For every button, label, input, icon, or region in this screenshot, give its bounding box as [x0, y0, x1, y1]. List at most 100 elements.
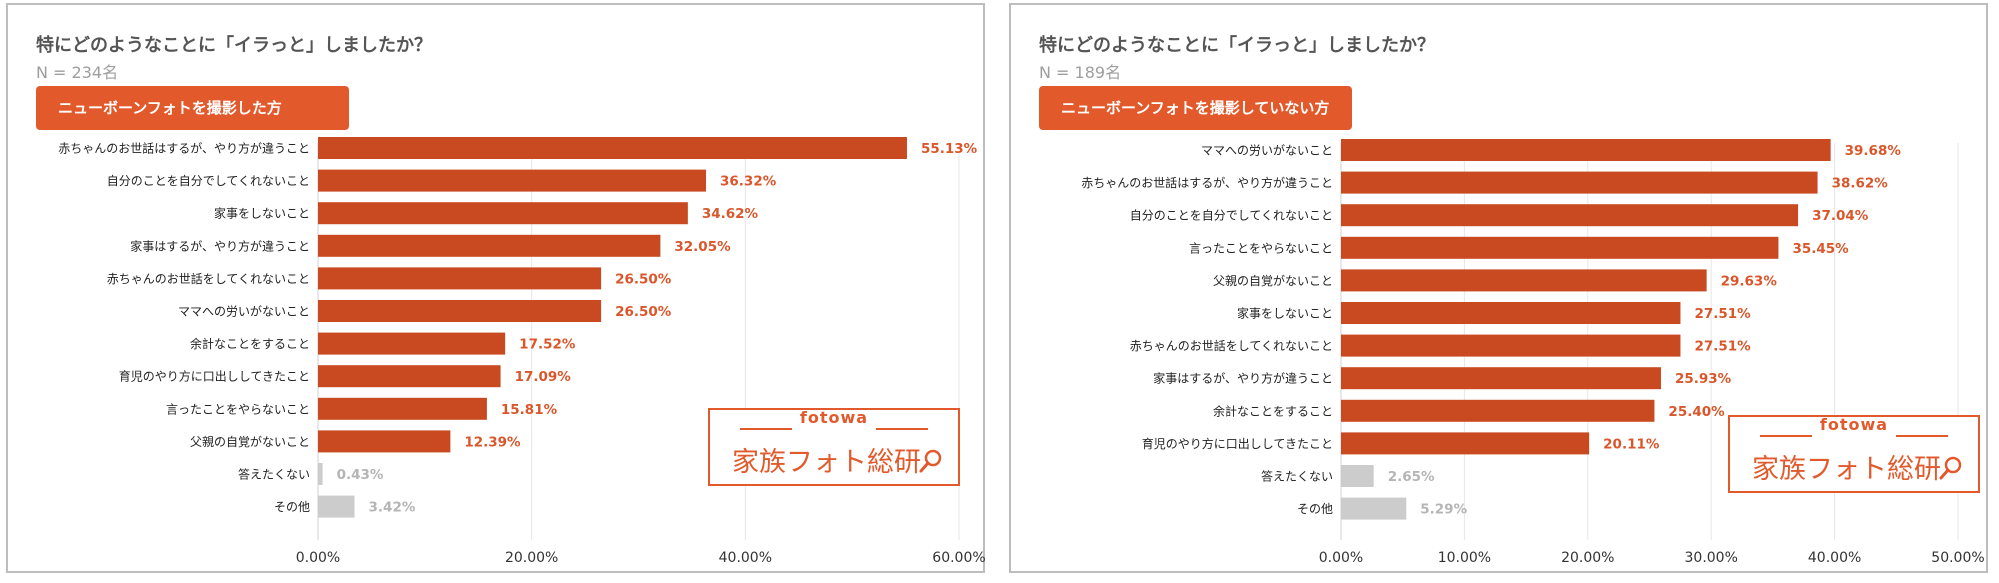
x-tick-label: 0.00% [1319, 550, 1363, 566]
bar [318, 430, 451, 453]
bar [318, 365, 501, 388]
chart-panel-without-newborn-photo: 特にどのようなことに「イラっと」しましたか？ N = 189名 ニューボーンフォ… [1009, 3, 1988, 573]
x-tick-label: 0.00% [296, 550, 340, 566]
logo-brand-text: fotowa [799, 408, 869, 427]
category-label: 家事はするが、やり方が違うこと [130, 238, 310, 253]
bar [318, 137, 907, 159]
value-label: 32.05% [674, 239, 731, 255]
bar [318, 267, 602, 290]
category-label: 赤ちゃんのお世話はするが、やり方が違うこと [1081, 175, 1333, 190]
value-label: 27.51% [1694, 339, 1751, 355]
bar [1341, 204, 1799, 227]
value-label: 37.04% [1812, 208, 1869, 224]
value-label: 26.50% [615, 271, 672, 287]
x-tick-label: 60.00% [932, 550, 985, 566]
logo-line-right [1896, 435, 1948, 437]
bar-chart: 0.00% 10.00% 20.00% 30.00% 40.00% 50.00% ママへの労… [1081, 139, 1985, 566]
bar [1341, 432, 1590, 455]
group-label-badge: ニューボーンフォトを撮影した方 [36, 86, 349, 130]
value-label: 15.81% [501, 402, 558, 418]
bar [1341, 465, 1374, 487]
category-label: 父親の自覚がないこと [1213, 273, 1333, 288]
category-label: ママへの労いがないこと [178, 304, 310, 319]
category-label: 自分のことを自分でしてくれないこと [107, 174, 310, 188]
magnifier-icon [919, 449, 942, 473]
logo-title-text: 家族フォト総研 [732, 447, 921, 478]
category-label: 育児のやり方に口出ししてきたこと [1142, 436, 1333, 451]
category-label: 家事はするが、やり方が違うこと [1153, 371, 1333, 386]
bar [318, 397, 487, 420]
value-label: 25.40% [1668, 404, 1725, 420]
value-label: 26.50% [615, 304, 672, 320]
chart-title: 特にどのようなことに「イラっと」しましたか？ [36, 35, 432, 56]
value-label: 55.13% [921, 141, 978, 157]
sample-size-label: N = 189名 [1039, 63, 1122, 82]
logo-brand-text: fotowa [1819, 415, 1889, 434]
bar [1341, 236, 1779, 259]
group-label-badge: ニューボーンフォトを撮影していない方 [1039, 86, 1352, 130]
bar [1341, 302, 1681, 324]
value-label: 29.63% [1721, 273, 1778, 289]
bar [1341, 399, 1655, 422]
bar-chart: 0.00% 20.00% 40.00% 60.00% 赤ちゃんのお世話はするが、やり方が… [58, 137, 986, 566]
x-tick-label: 30.00% [1685, 550, 1738, 566]
x-tick-label: 40.00% [719, 550, 772, 566]
bar [318, 332, 506, 355]
value-label: 3.42% [369, 500, 416, 516]
value-label: 0.43% [337, 467, 384, 483]
bar [318, 495, 355, 518]
value-label: 12.39% [464, 434, 521, 450]
category-label: 家事をしないこと [1237, 306, 1333, 321]
category-label: 自分のことを自分でしてくれないこと [1130, 209, 1333, 223]
value-label: 20.11% [1603, 436, 1660, 452]
logo-line-right [876, 428, 928, 430]
sample-size-label: N = 234名 [36, 63, 119, 82]
category-label: 育児のやり方に口出ししてきたこと [119, 369, 310, 384]
value-label: 25.93% [1675, 371, 1732, 387]
category-label: ママへの労いがないこと [1201, 143, 1333, 158]
category-label: 赤ちゃんのお世話をしてくれないこと [107, 271, 310, 286]
value-label: 17.09% [515, 369, 572, 385]
value-label: 5.29% [1420, 502, 1467, 518]
logo-line-left [740, 428, 792, 430]
value-label: 36.32% [720, 174, 777, 190]
category-label: その他 [1297, 502, 1333, 516]
value-label: 38.62% [1832, 176, 1889, 192]
fotowa-logo: fotowa 家族フォト総研 [708, 408, 960, 486]
category-label: 赤ちゃんのお世話はするが、やり方が違うこと [58, 141, 310, 156]
bar [318, 463, 323, 485]
value-label: 35.45% [1792, 241, 1849, 257]
x-tick-label: 20.00% [1561, 550, 1614, 566]
logo-title-text: 家族フォト総研 [1752, 454, 1941, 485]
category-label: 余計なことをすること [190, 336, 310, 351]
value-label: 39.68% [1845, 143, 1902, 159]
bar [1341, 139, 1831, 161]
value-label: 2.65% [1388, 469, 1435, 485]
category-label: 言ったことをやらないこと [166, 402, 310, 416]
bar [1341, 497, 1407, 520]
category-label: 答えたくない [1261, 469, 1333, 484]
bar [318, 234, 661, 257]
magnifier-icon [1939, 456, 1962, 480]
fotowa-logo: fotowa 家族フォト総研 [1728, 415, 1980, 493]
category-label: 家事をしないこと [214, 206, 310, 221]
bar [318, 202, 688, 225]
bar [318, 169, 707, 192]
bar [1341, 171, 1818, 194]
value-label: 34.62% [702, 206, 759, 222]
bar [1341, 334, 1681, 357]
chart-title: 特にどのようなことに「イラっと」しましたか？ [1039, 35, 1435, 56]
category-label: 父親の自覚がないこと [190, 434, 310, 449]
x-tick-label: 50.00% [1931, 550, 1984, 566]
bar [1341, 269, 1707, 292]
category-label: 言ったことをやらないこと [1189, 241, 1333, 255]
logo-line-left [1760, 435, 1812, 437]
category-label: 余計なことをすること [1213, 403, 1333, 418]
value-label: 27.51% [1694, 306, 1751, 322]
x-tick-label: 40.00% [1808, 550, 1861, 566]
chart-panel-with-newborn-photo: 特にどのようなことに「イラっと」しましたか？ N = 234名 ニューボーンフォ… [6, 3, 986, 573]
bar [1341, 367, 1661, 390]
x-tick-label: 20.00% [505, 550, 558, 566]
category-label: 赤ちゃんのお世話をしてくれないこと [1130, 338, 1333, 353]
bar [318, 300, 602, 322]
